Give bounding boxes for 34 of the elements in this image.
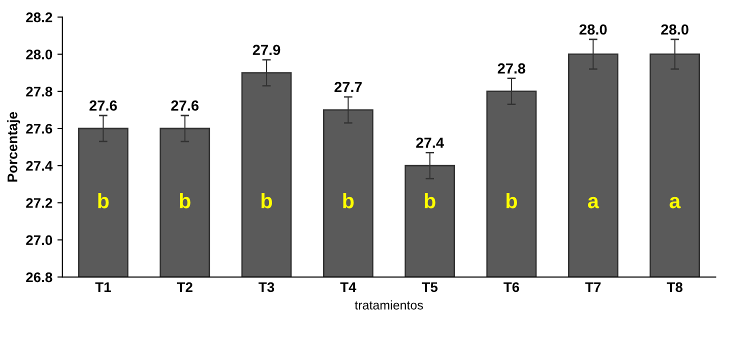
annotation: b	[424, 193, 436, 208]
annotation: a	[670, 196, 681, 208]
x-tick-label: T2	[176, 282, 192, 292]
y-tick-label: 27.8	[26, 86, 52, 97]
x-tick-label: T4	[340, 282, 356, 292]
y-tick-label: 28.2	[26, 12, 52, 22]
x-tick-label: T8	[666, 282, 682, 292]
data-label: 27.4	[416, 138, 444, 148]
annotation: a	[588, 196, 600, 208]
data-label: 27.6	[171, 100, 199, 111]
annotation: b	[98, 193, 109, 208]
y-tick-label: 27.4	[26, 160, 53, 171]
x-tick-label: T3	[258, 282, 274, 292]
y-axis-title: Porcentaje	[7, 112, 20, 182]
annotation: b	[343, 193, 354, 208]
annotation: b	[262, 193, 272, 208]
y-tick-label: 26.8	[26, 272, 52, 282]
x-axis-title: tratamientos	[354, 300, 423, 310]
x-tick-label: T1	[95, 282, 111, 292]
y-tick-label: 28.0	[26, 50, 52, 60]
data-label: 28.0	[661, 24, 688, 35]
y-tick-label: 27.2	[26, 198, 52, 208]
x-tick-label: T6	[504, 282, 520, 292]
data-label: 27.8	[498, 63, 526, 74]
y-tick-label: 27.0	[26, 235, 52, 246]
y-tick-label: 27.6	[26, 124, 52, 134]
data-label: 28.0	[579, 24, 607, 35]
x-tick-label: T5	[422, 282, 438, 292]
annotation: b	[180, 193, 190, 208]
data-label: 27.6	[90, 100, 117, 111]
annotation: b	[506, 193, 518, 208]
x-tick-label: T7	[585, 282, 601, 292]
data-label: 27.9	[252, 44, 280, 56]
data-label: 27.7	[334, 82, 362, 92]
